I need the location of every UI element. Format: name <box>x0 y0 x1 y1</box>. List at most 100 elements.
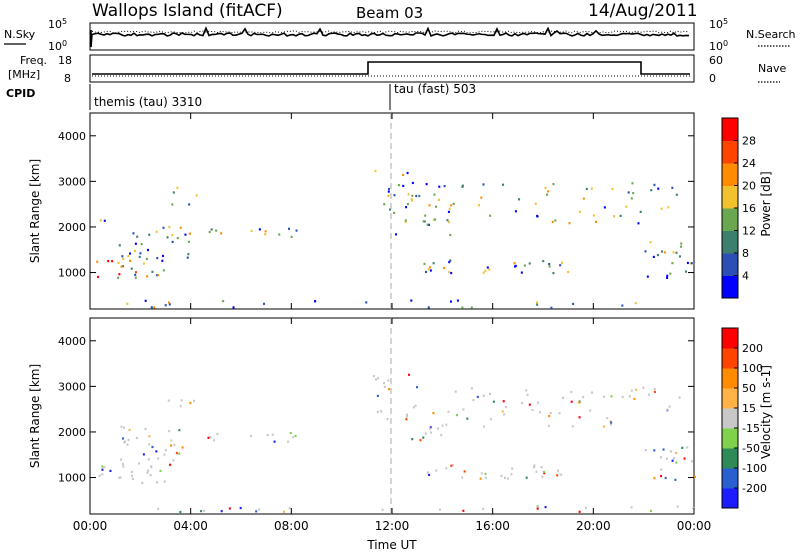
echo-cell <box>449 259 452 262</box>
echo-cell <box>511 467 514 470</box>
echo-cell <box>547 190 550 193</box>
echo-cell <box>627 191 630 194</box>
echo-cell <box>163 453 166 456</box>
echo-cell <box>170 439 173 442</box>
echo-cell <box>127 254 130 258</box>
echo-cell <box>402 173 405 177</box>
echo-cell <box>145 257 148 261</box>
echo-cell <box>397 184 400 187</box>
echo-cell <box>693 475 696 479</box>
echo-cell <box>144 427 147 431</box>
echo-cell <box>544 506 547 509</box>
echo-cell <box>186 256 189 259</box>
echo-cell <box>584 506 587 509</box>
echo-cell <box>502 400 505 403</box>
echo-cell <box>406 171 409 175</box>
echo-cell <box>542 260 545 263</box>
echo-cell <box>101 473 104 476</box>
echo-cell <box>111 260 114 263</box>
echo-cell <box>405 206 408 209</box>
echo-cell <box>450 464 453 467</box>
echo-cell <box>660 475 663 478</box>
echo-cell <box>138 255 141 259</box>
echo-cell <box>228 507 231 510</box>
echo-cell <box>410 197 413 201</box>
echo-cell <box>590 391 593 394</box>
echo-cell <box>263 302 266 305</box>
echo-cell <box>550 306 553 309</box>
echo-cell <box>590 187 593 190</box>
echo-cell <box>148 233 151 236</box>
echo-cell <box>133 249 136 253</box>
echo-cell <box>189 401 192 405</box>
velocity-y-tick-label: 4000 <box>58 335 86 348</box>
echo-cell <box>429 269 432 272</box>
echo-cell <box>664 476 667 480</box>
echo-cell <box>482 183 485 186</box>
echo-cell <box>602 425 605 428</box>
echo-cell <box>526 393 529 396</box>
echo-cell <box>414 404 417 407</box>
echo-cell <box>535 470 538 473</box>
power-colorbar-swatch <box>722 118 738 141</box>
echo-cell <box>148 443 151 446</box>
velocity-colorbar-tick-label: 15 <box>742 402 756 415</box>
velocity-colorbar-frame <box>721 327 739 509</box>
echo-cell <box>156 256 159 260</box>
echo-cell <box>118 273 121 276</box>
echo-cell <box>445 423 448 426</box>
echo-cell <box>448 207 451 210</box>
echo-cell <box>466 417 469 420</box>
echo-cell <box>456 299 459 302</box>
echo-cell <box>649 241 652 244</box>
nsearch-tick-low: 100 <box>709 39 728 53</box>
velocity-colorbar-swatch <box>722 468 738 489</box>
echo-cell <box>175 451 178 455</box>
echo-cell <box>128 428 131 431</box>
power-colorbar-tick-label: 16 <box>742 202 756 215</box>
echo-cell <box>554 219 557 222</box>
echo-cell <box>653 477 656 480</box>
nave-tick-low: 0 <box>709 72 716 85</box>
echo-cell <box>437 427 440 430</box>
echo-cell <box>538 411 541 414</box>
time-tick-label: 00:00 <box>677 519 712 533</box>
echo-cell <box>445 467 448 470</box>
echo-cell <box>427 223 430 226</box>
echo-cell <box>383 203 386 206</box>
echo-cell <box>665 457 668 460</box>
echo-cell <box>578 510 581 513</box>
echo-cell <box>536 214 539 218</box>
echo-cell <box>551 220 554 223</box>
echo-cell <box>671 459 674 462</box>
echo-cell <box>536 303 539 306</box>
echo-cell <box>644 449 647 452</box>
echo-cell <box>123 426 126 429</box>
echo-cell <box>572 302 575 306</box>
echo-cell <box>162 226 165 229</box>
echo-cell <box>313 300 316 303</box>
echo-cell <box>441 424 444 427</box>
echo-cell <box>561 261 564 264</box>
echo-cell <box>386 417 389 421</box>
echo-cell <box>155 230 158 233</box>
echo-cell <box>382 382 385 385</box>
echo-cell <box>426 471 429 474</box>
echo-cell <box>476 395 479 399</box>
echo-cell <box>660 468 663 471</box>
echo-cell <box>653 449 656 452</box>
power-colorbar-tick-label: 20 <box>742 180 756 193</box>
echo-cell <box>630 389 633 392</box>
echo-cell <box>440 434 443 437</box>
echo-cell <box>98 474 101 477</box>
echo-cell <box>443 266 446 270</box>
echo-cell <box>407 373 410 376</box>
velocity-colorbar-swatch <box>722 388 738 409</box>
echo-cell <box>523 264 526 267</box>
time-tick-label: 20:00 <box>576 519 611 533</box>
nsky-label: N.Sky <box>4 28 36 41</box>
power-y-tick-label: 2000 <box>58 221 86 234</box>
echo-cell <box>537 401 540 404</box>
echo-cell <box>155 274 158 277</box>
echo-cell <box>657 187 660 190</box>
